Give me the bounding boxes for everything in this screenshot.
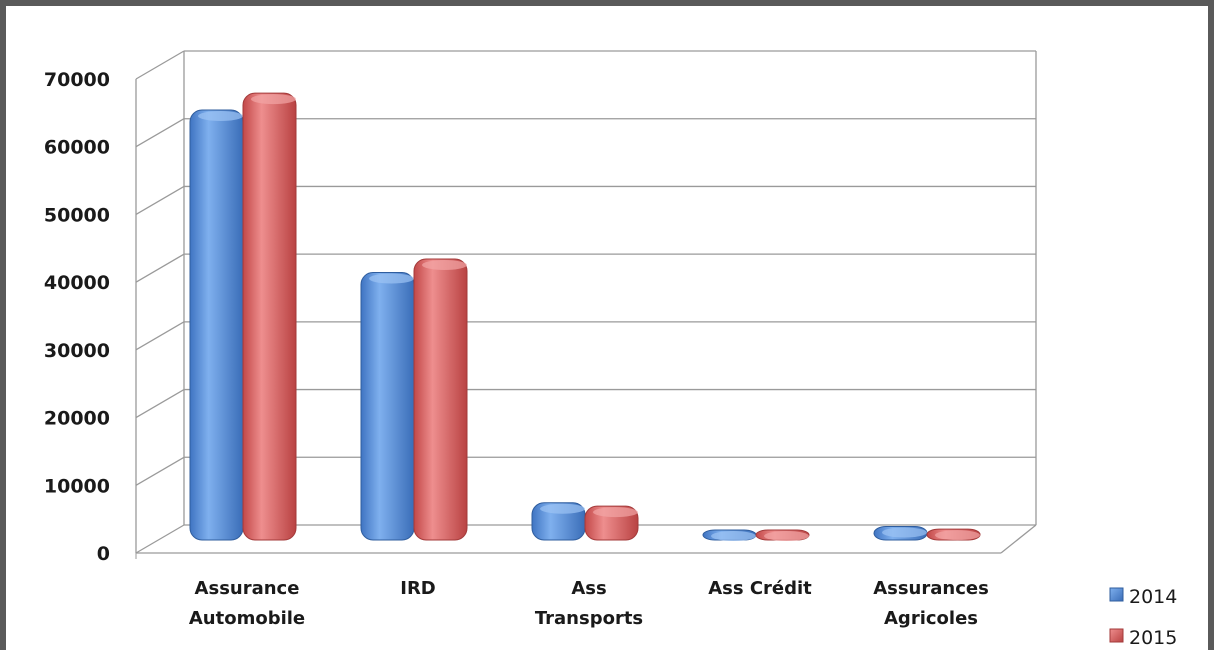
legend-swatch	[1109, 587, 1124, 602]
legend-label: 2015	[1129, 627, 1177, 649]
bar-highlight	[882, 527, 927, 538]
category-label: IRD	[400, 578, 436, 599]
bar-body	[189, 109, 244, 541]
gridline-side	[135, 253, 185, 283]
bar-2014-3	[702, 529, 757, 541]
bar-highlight	[764, 531, 809, 541]
bar-body	[242, 92, 297, 541]
bar-2014-1	[360, 272, 415, 541]
gridline-side	[135, 321, 185, 351]
bar-2014-4	[873, 525, 928, 541]
category-labels: Assurance Automobile IRD Ass Transports Ass C…	[189, 578, 989, 629]
bar-2015-3	[755, 529, 810, 541]
gridline-side	[135, 50, 185, 80]
legend-swatch	[1109, 628, 1124, 643]
gridline-side	[135, 118, 185, 148]
legend-label: 2014	[1129, 586, 1177, 608]
bar-highlight	[369, 273, 414, 284]
gridline-side	[135, 456, 185, 486]
y-tick-label: 0	[97, 543, 110, 565]
bar-2015-0	[242, 92, 297, 541]
gridline-side	[135, 524, 185, 554]
bar-highlight	[935, 530, 980, 541]
bar-2014-2	[531, 502, 586, 541]
legend: 2014 2015	[1109, 586, 1177, 649]
category-label: Assurance	[195, 578, 300, 599]
category-label: Ass	[571, 578, 606, 599]
bar-highlight	[711, 531, 756, 541]
y-tick-label: 40000	[44, 272, 110, 294]
floor-right-edge	[1000, 524, 1037, 554]
bar-2014-0	[189, 109, 244, 541]
axes	[135, 51, 1037, 559]
bar-highlight	[251, 94, 296, 105]
bar-body	[413, 258, 468, 541]
bar-body	[360, 272, 415, 541]
bar-highlight	[198, 111, 243, 122]
category-label: Transports	[535, 608, 643, 629]
category-label: Ass Crédit	[708, 578, 812, 599]
bar-chart: 0 10000 20000 30000 40000 50000 60000 70000 Ass…	[44, 50, 1177, 649]
category-label: Assurances	[873, 578, 989, 599]
y-tick-labels: 0 10000 20000 30000 40000 50000 60000 70000	[44, 69, 110, 565]
category-label: Automobile	[189, 608, 305, 629]
bar-highlight	[422, 259, 467, 270]
gridlines	[135, 50, 1036, 554]
y-tick-label: 20000	[44, 408, 110, 430]
legend-item-2014: 2014	[1109, 586, 1177, 608]
bars	[189, 92, 981, 541]
gridline-side	[135, 389, 185, 419]
bar-2015-4	[926, 528, 981, 541]
legend-item-2015: 2015	[1109, 627, 1177, 649]
y-tick-label: 10000	[44, 475, 110, 497]
category-label: Agricoles	[884, 608, 978, 629]
bar-2015-1	[413, 258, 468, 541]
bar-highlight	[540, 503, 585, 514]
bar-2015-2	[584, 505, 639, 541]
gridline-side	[135, 185, 185, 215]
y-tick-label: 70000	[44, 69, 110, 91]
y-tick-label: 30000	[44, 340, 110, 362]
y-tick-label: 50000	[44, 204, 110, 226]
y-tick-label: 60000	[44, 137, 110, 159]
bar-highlight	[593, 507, 638, 518]
